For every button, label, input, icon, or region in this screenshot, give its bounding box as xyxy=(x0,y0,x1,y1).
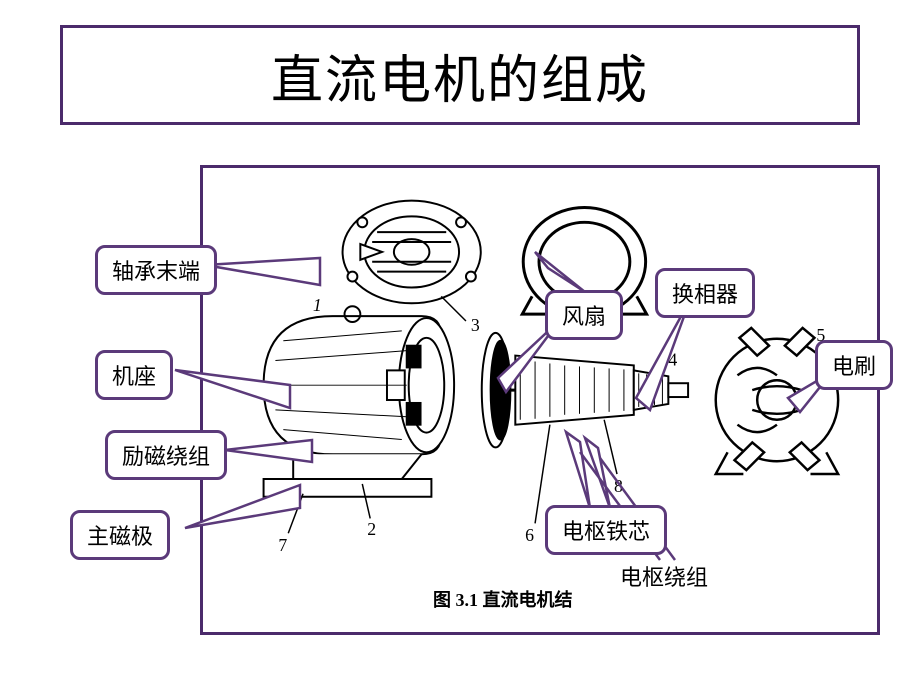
label-brush: 电刷 xyxy=(815,340,893,390)
svg-text:2: 2 xyxy=(367,519,376,539)
svg-text:6: 6 xyxy=(525,525,534,545)
page-title: 直流电机的组成 xyxy=(271,38,649,113)
label-bearing-end: 轴承末端 xyxy=(95,245,217,295)
label-commutator: 换相器 xyxy=(655,268,755,318)
svg-text:7: 7 xyxy=(278,535,287,555)
svg-text:3: 3 xyxy=(471,315,480,335)
label-armature-core: 电枢铁芯 xyxy=(545,505,667,555)
label-fan: 风扇 xyxy=(545,290,623,340)
label-frame: 机座 xyxy=(95,350,173,400)
label-field-winding: 励磁绕组 xyxy=(105,430,227,480)
label-armature-winding: 电枢绕组 xyxy=(620,560,708,592)
svg-text:4: 4 xyxy=(668,349,677,369)
label-main-pole: 主磁极 xyxy=(70,510,170,560)
figure-caption: 图 3.1 直流电机结 xyxy=(433,586,573,612)
title-box: 直流电机的组成 xyxy=(60,25,860,125)
diagram-frame: 3 xyxy=(200,165,880,635)
motor-exploded-icon: 3 xyxy=(203,168,877,632)
svg-text:1: 1 xyxy=(313,295,322,315)
svg-text:8: 8 xyxy=(614,476,623,496)
